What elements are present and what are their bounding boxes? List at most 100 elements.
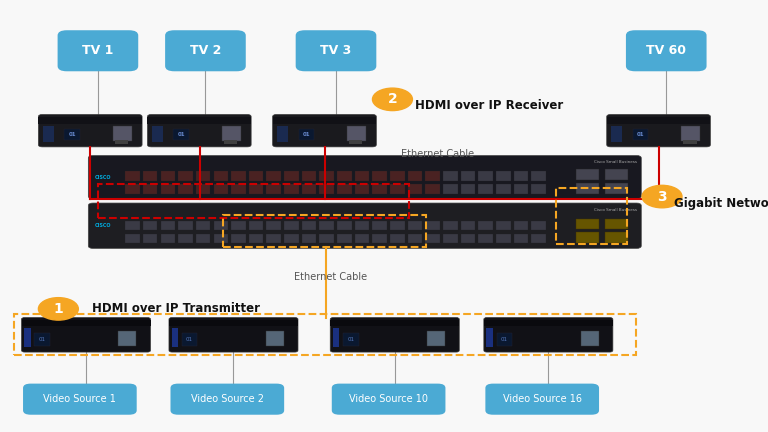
FancyBboxPatch shape (147, 114, 251, 147)
Text: Video Source 2: Video Source 2 (190, 394, 264, 404)
Bar (425, 221, 440, 230)
Text: Cisco Small Business: Cisco Small Business (594, 208, 637, 212)
Bar (231, 234, 246, 243)
Bar (161, 171, 175, 181)
Bar (222, 127, 241, 141)
Bar (576, 183, 599, 194)
Bar (337, 234, 352, 243)
Bar (266, 171, 281, 181)
Bar (581, 331, 599, 346)
Bar (196, 221, 210, 230)
Bar (224, 140, 237, 143)
Bar (178, 221, 193, 230)
Bar (276, 126, 288, 142)
FancyBboxPatch shape (607, 114, 710, 147)
Bar (178, 234, 193, 243)
Bar (343, 333, 359, 346)
Bar (461, 184, 475, 194)
Bar (461, 221, 475, 230)
Bar (266, 221, 281, 230)
Text: Ethernet Cable: Ethernet Cable (293, 272, 367, 282)
Bar (143, 184, 157, 194)
Bar (42, 126, 54, 142)
Text: TV 60: TV 60 (646, 44, 687, 57)
Bar (372, 234, 387, 243)
Bar (484, 320, 613, 326)
Bar (249, 184, 263, 194)
Bar (486, 328, 493, 347)
Bar (330, 320, 459, 326)
Bar (605, 219, 628, 229)
Bar (347, 127, 366, 141)
Bar (531, 234, 546, 243)
Bar (161, 184, 175, 194)
Text: 01: 01 (347, 337, 354, 342)
Bar (319, 221, 334, 230)
FancyBboxPatch shape (485, 384, 599, 415)
Bar (266, 234, 281, 243)
Bar (576, 169, 599, 180)
Bar (390, 171, 405, 181)
Bar (231, 221, 246, 230)
Text: 1: 1 (54, 302, 63, 316)
Bar (161, 221, 175, 230)
Bar (125, 234, 140, 243)
Bar (478, 221, 493, 230)
Text: 01: 01 (501, 337, 508, 342)
Bar (249, 234, 263, 243)
Bar (443, 221, 458, 230)
Text: TV 3: TV 3 (320, 44, 352, 57)
Bar (443, 184, 458, 194)
Bar (98, 184, 409, 218)
Text: 2: 2 (388, 92, 397, 106)
Bar (161, 234, 175, 243)
Bar (223, 215, 426, 247)
Bar (333, 328, 339, 347)
Bar (302, 221, 316, 230)
FancyBboxPatch shape (332, 384, 445, 415)
Bar (607, 117, 710, 124)
FancyBboxPatch shape (23, 384, 137, 415)
Bar (249, 171, 263, 181)
FancyBboxPatch shape (22, 318, 151, 352)
FancyBboxPatch shape (296, 30, 376, 71)
FancyBboxPatch shape (58, 30, 138, 71)
Bar (302, 184, 316, 194)
Text: CISCO: CISCO (94, 223, 111, 228)
Text: Video Source 16: Video Source 16 (503, 394, 581, 404)
Bar (443, 171, 458, 181)
Bar (605, 232, 628, 243)
Bar (273, 117, 376, 124)
Bar (319, 234, 334, 243)
Bar (514, 221, 528, 230)
Bar (496, 184, 511, 194)
FancyBboxPatch shape (273, 114, 376, 147)
Bar (302, 171, 316, 181)
Bar (478, 184, 493, 194)
Bar (497, 333, 512, 346)
Bar (299, 129, 314, 140)
Bar (284, 171, 299, 181)
Bar (408, 234, 422, 243)
Bar (178, 184, 193, 194)
Bar (125, 184, 140, 194)
Bar (24, 328, 31, 347)
Bar (214, 234, 228, 243)
Bar (425, 184, 440, 194)
Circle shape (38, 298, 78, 320)
Bar (171, 328, 178, 347)
Bar (196, 234, 210, 243)
Bar (461, 171, 475, 181)
Text: CISCO: CISCO (94, 175, 111, 180)
Bar (196, 184, 210, 194)
Bar (125, 171, 140, 181)
Bar (681, 127, 700, 141)
Bar (337, 184, 352, 194)
Bar (425, 171, 440, 181)
Text: 01: 01 (186, 337, 193, 342)
Bar (337, 171, 352, 181)
Bar (605, 183, 628, 194)
FancyBboxPatch shape (165, 30, 246, 71)
Bar (684, 140, 697, 143)
Bar (337, 221, 352, 230)
